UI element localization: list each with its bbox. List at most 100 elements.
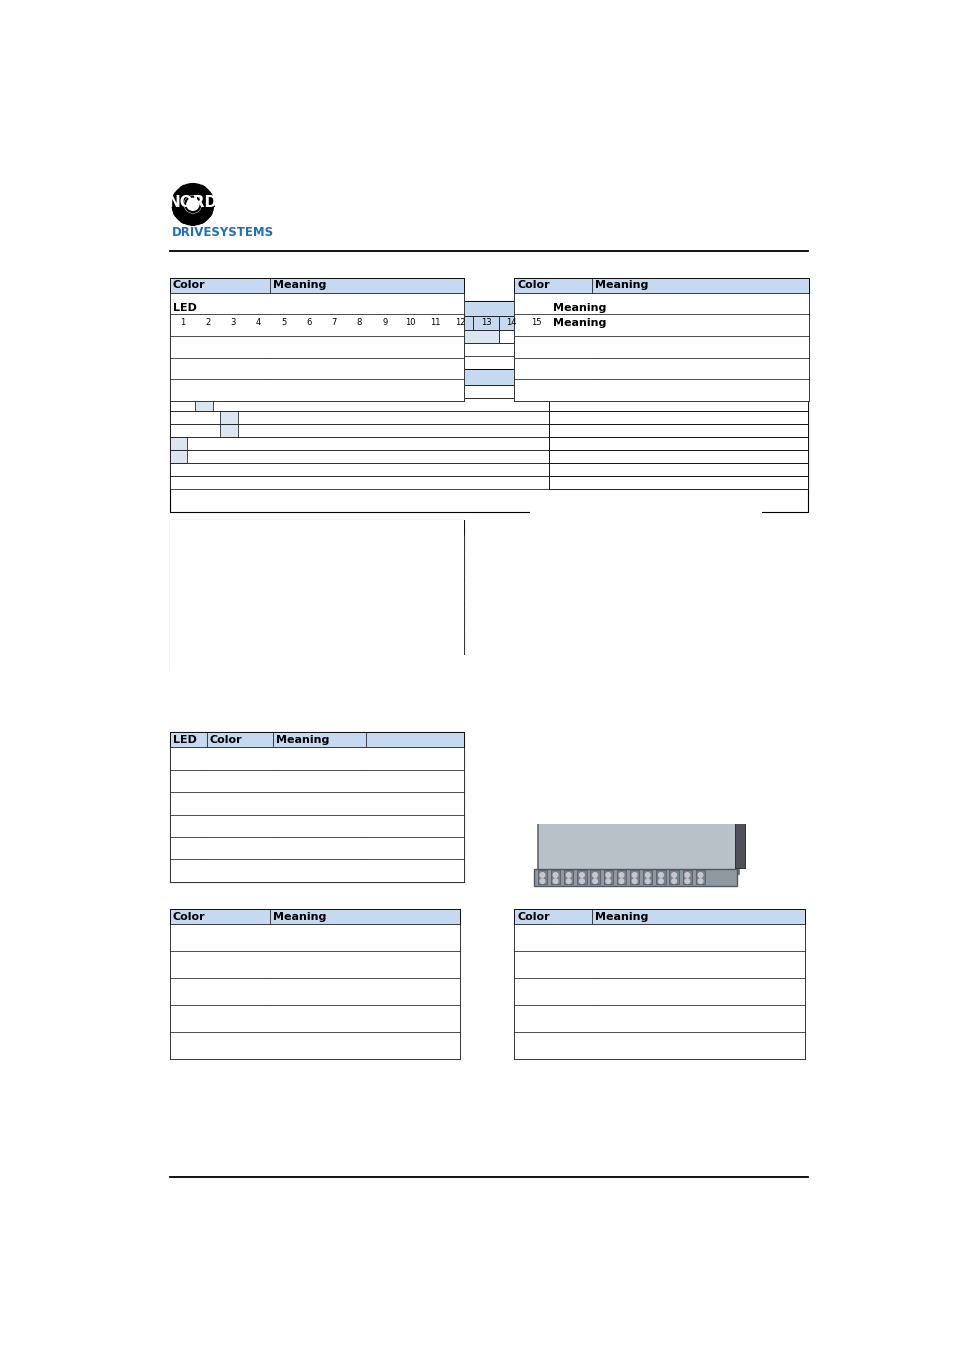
Bar: [549, 463, 807, 477]
Text: Meaning: Meaning: [274, 911, 327, 922]
Circle shape: [546, 815, 552, 821]
Bar: [734, 756, 741, 765]
Bar: [321, 316, 347, 329]
Bar: [700, 526, 713, 560]
Text: Color: Color: [172, 281, 205, 290]
Bar: [550, 871, 559, 884]
Bar: [514, 315, 808, 336]
Bar: [669, 801, 679, 822]
Circle shape: [713, 805, 720, 810]
Circle shape: [595, 705, 600, 710]
Circle shape: [553, 872, 558, 878]
Bar: [677, 702, 686, 718]
Circle shape: [658, 815, 663, 821]
Circle shape: [685, 805, 691, 810]
Text: 5: 5: [280, 319, 286, 328]
Circle shape: [658, 805, 663, 810]
Bar: [691, 702, 700, 718]
Circle shape: [699, 660, 704, 666]
Bar: [514, 358, 808, 379]
Text: 13: 13: [480, 319, 491, 328]
Bar: [170, 558, 464, 580]
Text: 15: 15: [531, 319, 541, 328]
Bar: [170, 860, 464, 882]
Circle shape: [174, 186, 212, 223]
Bar: [644, 657, 654, 676]
Bar: [578, 516, 592, 547]
Bar: [734, 694, 741, 703]
Circle shape: [601, 815, 608, 821]
Bar: [220, 410, 237, 424]
Bar: [612, 734, 624, 764]
Bar: [172, 192, 180, 198]
Circle shape: [609, 713, 615, 718]
Bar: [170, 769, 464, 792]
Circle shape: [606, 670, 612, 675]
Circle shape: [651, 705, 656, 710]
Bar: [558, 801, 568, 822]
Circle shape: [579, 872, 583, 878]
Circle shape: [546, 805, 552, 810]
Bar: [581, 620, 596, 655]
Circle shape: [619, 660, 625, 666]
Circle shape: [606, 660, 612, 666]
Circle shape: [581, 713, 586, 718]
Circle shape: [744, 761, 756, 772]
Circle shape: [684, 872, 689, 878]
Circle shape: [706, 705, 712, 710]
Circle shape: [547, 717, 555, 725]
Circle shape: [567, 705, 573, 710]
Text: DRIVESYSTEMS: DRIVESYSTEMS: [172, 227, 274, 239]
Bar: [627, 801, 638, 822]
Bar: [662, 702, 672, 718]
Bar: [170, 437, 187, 450]
Bar: [563, 871, 573, 884]
Bar: [742, 755, 758, 778]
Bar: [549, 316, 807, 329]
Text: Color: Color: [210, 522, 242, 533]
Bar: [562, 734, 575, 764]
Bar: [543, 801, 555, 822]
Circle shape: [629, 815, 636, 821]
Bar: [498, 329, 523, 343]
Text: Meaning: Meaning: [595, 911, 648, 922]
Text: Color: Color: [172, 911, 205, 922]
Bar: [635, 702, 644, 718]
Bar: [585, 801, 596, 822]
Circle shape: [622, 705, 628, 710]
Circle shape: [601, 805, 608, 810]
Bar: [180, 216, 187, 224]
Bar: [541, 617, 735, 805]
Bar: [735, 749, 744, 868]
Bar: [549, 620, 562, 655]
Bar: [170, 293, 464, 315]
Bar: [537, 732, 739, 875]
Bar: [641, 801, 652, 822]
Bar: [659, 516, 673, 547]
Bar: [170, 1033, 459, 1058]
Circle shape: [541, 809, 550, 817]
Circle shape: [539, 879, 544, 883]
Bar: [629, 871, 639, 884]
Circle shape: [637, 713, 642, 718]
Circle shape: [672, 670, 678, 675]
Circle shape: [618, 879, 623, 883]
Bar: [170, 450, 187, 463]
Circle shape: [659, 670, 664, 675]
Text: 9: 9: [382, 319, 387, 328]
Bar: [537, 528, 739, 705]
Bar: [170, 732, 464, 882]
Circle shape: [547, 667, 555, 674]
Bar: [170, 379, 464, 401]
Circle shape: [540, 670, 546, 675]
Bar: [514, 909, 804, 925]
Bar: [594, 516, 608, 547]
Circle shape: [616, 805, 621, 810]
Bar: [514, 925, 804, 952]
Bar: [549, 343, 807, 356]
Bar: [603, 871, 612, 884]
Text: 7: 7: [331, 319, 336, 328]
Bar: [523, 316, 549, 329]
Bar: [170, 463, 549, 477]
Text: 14: 14: [506, 319, 517, 328]
